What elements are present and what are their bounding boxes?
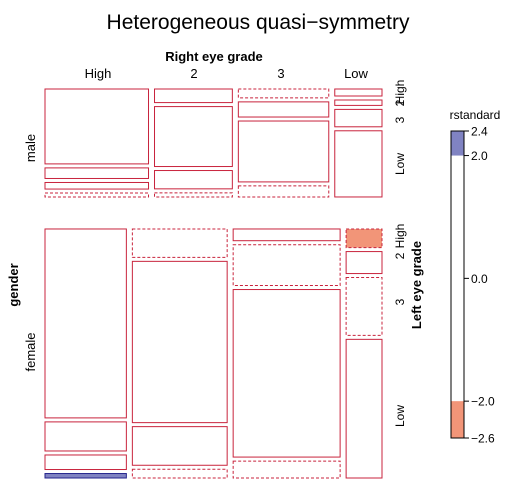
mosaic-tile-male-row2-col1 (154, 170, 233, 190)
mosaic-tile-female-row2-col2 (232, 289, 341, 458)
legend-tick-label-3: −2.0 (471, 395, 495, 409)
mosaic-tile-male-row1-col0 (44, 167, 150, 179)
legend-positive-band (451, 131, 464, 156)
mosaic-tile-female-row2-col3 (345, 277, 383, 336)
legend-tick-label-1: 2.0 (471, 149, 488, 163)
legend-tick-label-2: 0.0 (471, 272, 488, 286)
mosaic-tile-female-row1-col3 (345, 251, 383, 275)
mosaic-tile-female-row2-col0 (44, 454, 127, 471)
mosaic-tile-male-row1-col1 (154, 106, 233, 168)
mosaic-tile-female-row1-col1 (131, 260, 228, 424)
mosaic-tile-female-row0-col0 (44, 228, 127, 419)
col-variable-label: Right eye grade (165, 49, 263, 64)
mosaic-tile-female-row0-col1 (131, 228, 228, 258)
outer-label-female: female (23, 332, 38, 371)
legend-negative-band (451, 401, 464, 438)
legend-title: rstandard (450, 108, 501, 122)
inner-label-male-high: High (393, 80, 407, 105)
col-label-high: High (85, 66, 112, 81)
outer-label-male: male (23, 134, 38, 162)
inner-label-male-3: 3 (393, 116, 407, 123)
mosaic-tile-male-row1-col2 (237, 101, 330, 118)
mosaic-tile-female-row2-col1 (131, 426, 228, 466)
male-inner-labels: High 2 3 Low (393, 80, 407, 175)
mosaic-tile-female-row3-col2 (232, 460, 341, 479)
legend-tick-label-4: −2.6 (471, 432, 495, 446)
mosaic-tile-female-row1-col0 (44, 421, 127, 452)
mosaic-tile-female-row1-col2 (232, 244, 341, 287)
legend-tick-label-0: 2.4 (471, 125, 488, 139)
inner-label-male-2: 2 (393, 99, 407, 106)
inner-label-female-2: 2 (393, 252, 407, 259)
inner-label-male-low: Low (393, 153, 407, 175)
mosaic-tile-male-row0-col2 (237, 88, 330, 99)
mosaic-tile-female-row3-col3 (345, 338, 383, 479)
female-inner-labels: High 2 3 Low (393, 224, 407, 427)
mosaic-tile-male-row3-col3 (334, 130, 383, 198)
mosaic-tile-male-row3-col2 (237, 185, 330, 198)
mosaic-tiles (44, 88, 383, 479)
mosaic-tile-male-row0-col3 (334, 88, 383, 97)
col-label-2: 2 (190, 66, 197, 81)
residual-legend: 2.4 2.0 0.0 −2.0 −2.6 (450, 125, 495, 446)
inner-label-female-high: High (393, 224, 407, 249)
mosaic-tile-female-row3-col0 (44, 473, 127, 479)
col-label-low: Low (344, 66, 368, 81)
mosaic-tile-male-row1-col3 (334, 99, 383, 106)
col-label-3: 3 (277, 66, 284, 81)
mosaic-tile-male-row0-col1 (154, 88, 233, 104)
mosaic-tile-male-row2-col2 (237, 120, 330, 183)
legend-frame (450, 130, 465, 439)
inner-label-female-low: Low (393, 405, 407, 427)
outer-variable-label: gender (6, 263, 21, 306)
inner-variable-label: Left eye grade (409, 241, 424, 329)
mosaic-tile-female-row0-col2 (232, 228, 341, 242)
inner-label-female-3: 3 (393, 298, 407, 305)
chart-title: Heterogeneous quasi−symmetry (107, 11, 410, 34)
mosaic-tile-male-row0-col0 (44, 88, 150, 165)
mosaic-tile-male-row2-col0 (44, 181, 150, 190)
mosaic-tile-male-row3-col1 (154, 192, 233, 198)
mosaic-tile-male-row3-col0 (44, 192, 150, 198)
mosaic-tile-female-row0-col3 (345, 228, 383, 249)
mosaic-tile-male-row2-col3 (334, 108, 383, 128)
mosaic-tile-female-row3-col1 (131, 468, 228, 479)
